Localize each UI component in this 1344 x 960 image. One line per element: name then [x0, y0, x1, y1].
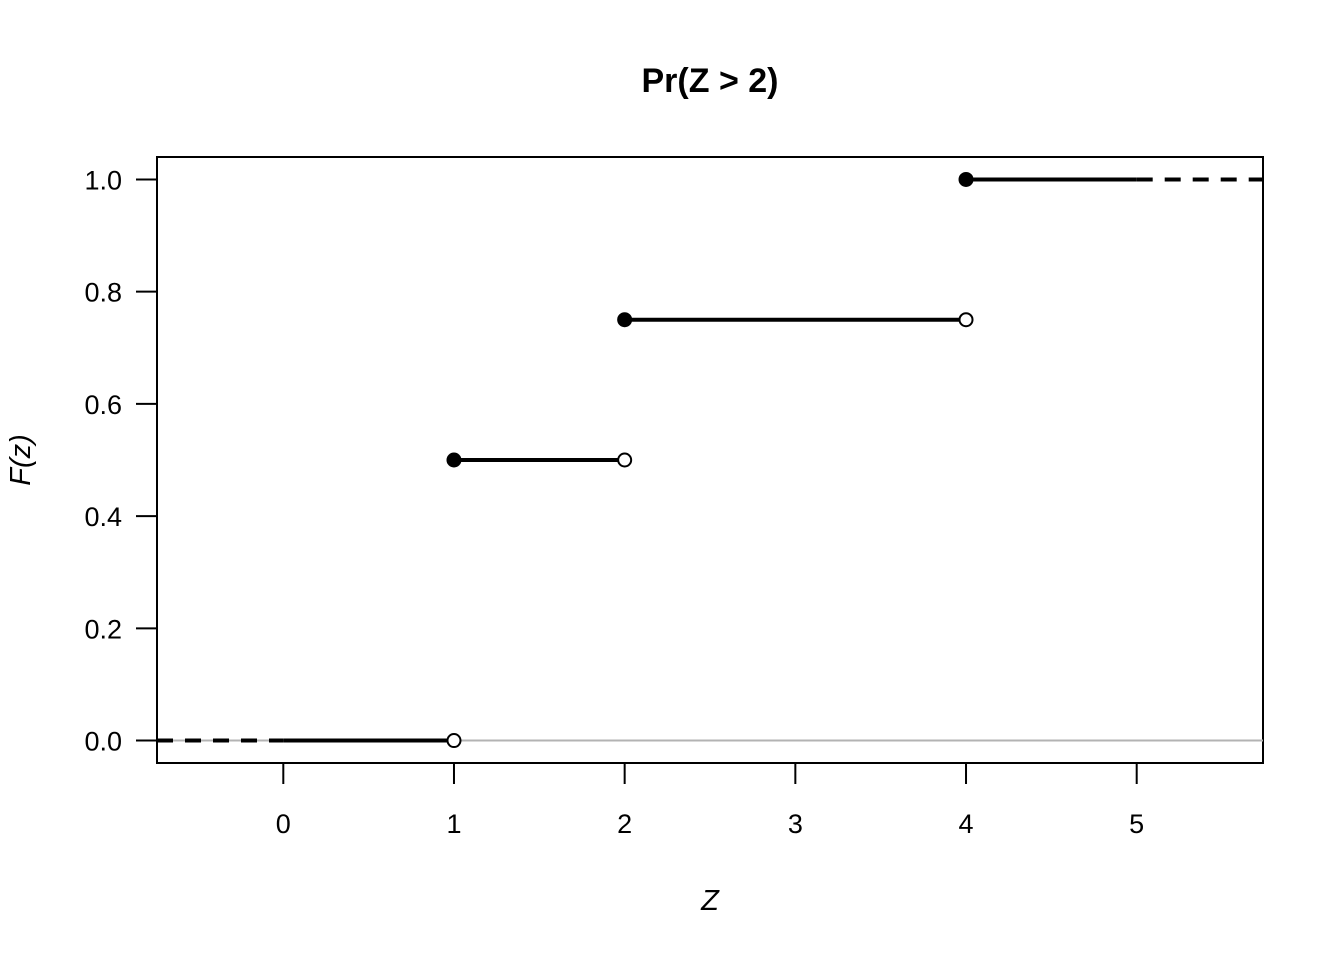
y-tick-label-5: 1.0	[84, 165, 122, 195]
plot-frame	[156, 156, 1264, 764]
closed-point-3	[617, 312, 633, 328]
y-tick-label-2: 0.4	[84, 502, 122, 532]
y-tick-label-0: 0.0	[84, 727, 122, 757]
y-tick-label-3: 0.6	[84, 390, 122, 420]
chart-title: Pr(Z > 2)	[642, 62, 779, 100]
open-point-3	[958, 312, 974, 328]
x-tick-label-5: 5	[1129, 809, 1144, 839]
open-point-1	[446, 733, 462, 749]
y-tick-label-1: 0.2	[84, 614, 122, 644]
y-axis-label: F(z)	[5, 434, 37, 486]
x-tick-label-0: 0	[276, 809, 291, 839]
x-tick-label-3: 3	[788, 809, 803, 839]
x-axis-label: Z	[700, 885, 720, 917]
x-tick-label-1: 1	[446, 809, 461, 839]
x-tick-label-4: 4	[959, 809, 974, 839]
closed-point-2	[446, 452, 462, 468]
open-point-2	[617, 452, 633, 468]
y-tick-label-4: 0.8	[84, 278, 122, 308]
closed-point-4	[958, 171, 974, 187]
x-tick-label-2: 2	[617, 809, 632, 839]
